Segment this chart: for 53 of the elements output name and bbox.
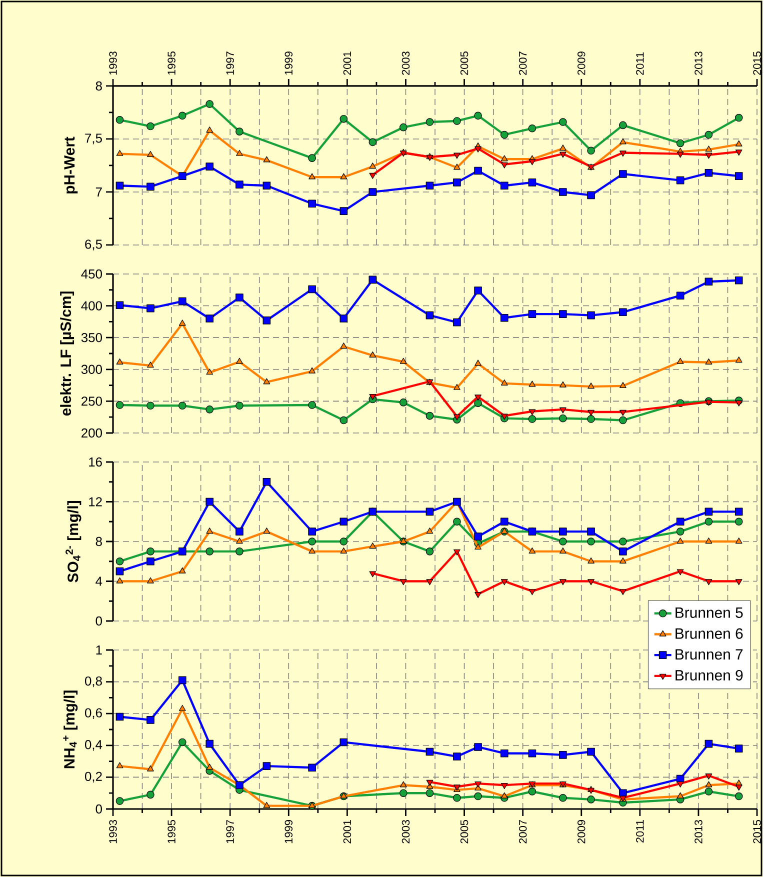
x-tick-label: 2005 xyxy=(460,820,468,844)
y-tick-label: 6,5 xyxy=(85,240,102,250)
y-tick-label: 300 xyxy=(81,364,102,374)
x-tick-label: 2011 xyxy=(636,820,644,843)
x2-tick-label: 2009 xyxy=(577,52,586,75)
y-tick-label: 12 xyxy=(88,497,102,506)
legend-label: Brunnen 5 xyxy=(676,608,743,618)
y-tick-label: 350 xyxy=(81,333,102,342)
x2-tick-label: 2013 xyxy=(694,52,702,75)
y-tick-label: 200 xyxy=(81,428,102,438)
x-tick-label: 2013 xyxy=(694,820,702,844)
x-tick-label: 1995 xyxy=(168,820,176,844)
legend-label: Brunnen 9 xyxy=(676,670,743,681)
x-tick-label: 2001 xyxy=(343,820,351,844)
x-tick-label: 1993 xyxy=(109,820,117,844)
x2-tick-label: 2005 xyxy=(460,52,468,75)
x2-tick-label: 1997 xyxy=(226,52,234,75)
x-tick-label: 2007 xyxy=(518,820,527,844)
x2-tick-label: 1993 xyxy=(109,52,117,75)
y-axis-title: pH-Wert xyxy=(64,136,78,194)
x-tick-label: 2015 xyxy=(753,820,761,844)
y-tick-label: 450 xyxy=(81,269,102,279)
y-tick-label: 250 xyxy=(81,396,102,406)
y-tick-label: 400 xyxy=(81,301,102,310)
y-tick-label: 1 xyxy=(96,646,102,654)
x-tick-label: 2009 xyxy=(577,820,586,844)
y-tick-label: 7,5 xyxy=(85,134,102,144)
x-tick-label: 1997 xyxy=(226,820,234,844)
y-tick-label: 0,2 xyxy=(84,772,102,783)
y-axis-title: NH$_{4}$$^{+}$ [mg/l] xyxy=(63,690,78,768)
x2-tick-label: 2001 xyxy=(343,52,351,75)
y-tick-label: 4 xyxy=(95,576,102,586)
x2-tick-label: 2015 xyxy=(753,52,761,75)
y-tick-label: 0,6 xyxy=(84,708,102,719)
y-tick-label: 0 xyxy=(96,616,102,626)
y-axis-title: elektr. LF [µS/cm] xyxy=(60,292,74,416)
x2-tick-label: 2003 xyxy=(402,52,410,75)
y-tick-label: 8 xyxy=(96,536,102,546)
y-tick-label: 7 xyxy=(96,188,102,196)
y-tick-label: 8 xyxy=(96,81,102,91)
x2-tick-label: 2011 xyxy=(636,52,644,75)
x-tick-label: 1999 xyxy=(284,820,292,844)
y-axis-title: SO$_{4}$$^{2-}$ [mg/l] xyxy=(65,501,82,582)
y-tick-label: 16 xyxy=(88,457,102,467)
x2-tick-label: 1995 xyxy=(168,52,176,75)
y-tick-label: 0,8 xyxy=(84,676,102,688)
legend-label: Brunnen 6 xyxy=(676,628,743,639)
x-tick-label: 2003 xyxy=(402,820,410,844)
y-tick-label: 0,4 xyxy=(84,740,102,751)
legend-label: Brunnen 7 xyxy=(676,649,743,660)
y-tick-label: 0 xyxy=(96,804,102,814)
x2-tick-label: 1999 xyxy=(284,52,292,75)
x2-tick-label: 2007 xyxy=(518,52,527,75)
